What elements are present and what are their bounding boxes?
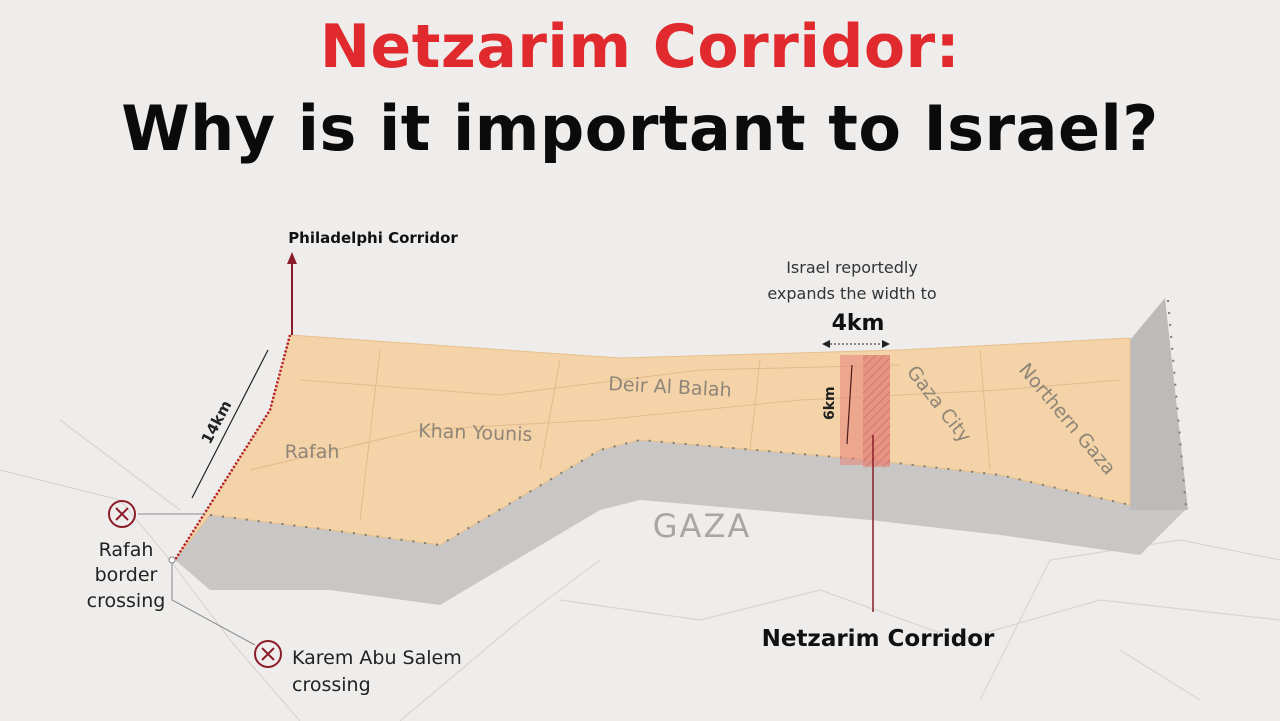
title-line-2: Why is it important to Israel? [121, 92, 1159, 165]
crossing-point [168, 556, 176, 564]
gaza-strip [174, 334, 1131, 561]
kerem-crossing-line1: Karem Abu Salem [292, 647, 462, 669]
expansion-note-line1: Israel reportedly [786, 258, 918, 277]
strip-extrusion [175, 440, 1185, 605]
length-dimension [191, 349, 269, 499]
place-khan-younis: Khan Younis [418, 420, 533, 446]
strip-north-wall [1130, 298, 1188, 510]
arrow-right-icon [882, 340, 890, 348]
length-label: 14km [198, 397, 236, 446]
closed-x-icon [254, 640, 282, 668]
region-label-gaza: GAZA [653, 507, 752, 545]
philadelphi-label: Philadelphi Corridor [288, 229, 458, 247]
kerem-crossing-pointer [171, 560, 256, 646]
strip-roads [249, 349, 1121, 521]
expansion-width: 4km [832, 311, 885, 336]
place-rafah: Rafah [285, 441, 340, 463]
expansion-note-line2: expands the width to [767, 284, 936, 303]
philadelphi-corridor-line [173, 334, 292, 561]
corridor-height-label: 6km [822, 386, 838, 420]
arrow-left-icon [822, 340, 830, 348]
rafah-crossing-line2: border [95, 564, 158, 586]
closed-x-icon [108, 500, 136, 528]
corridor-height-dimension [846, 364, 853, 445]
kerem-crossing-line2: crossing [292, 674, 371, 696]
arrow-up-icon [287, 252, 297, 264]
rafah-crossing-line3: crossing [87, 590, 166, 612]
netzarim-corridor-original [863, 355, 890, 467]
netzarim-label: Netzarim Corridor [762, 626, 995, 652]
rafah-crossing-line1: Rafah [99, 539, 154, 561]
title-line-1: Netzarim Corridor: [319, 12, 961, 82]
